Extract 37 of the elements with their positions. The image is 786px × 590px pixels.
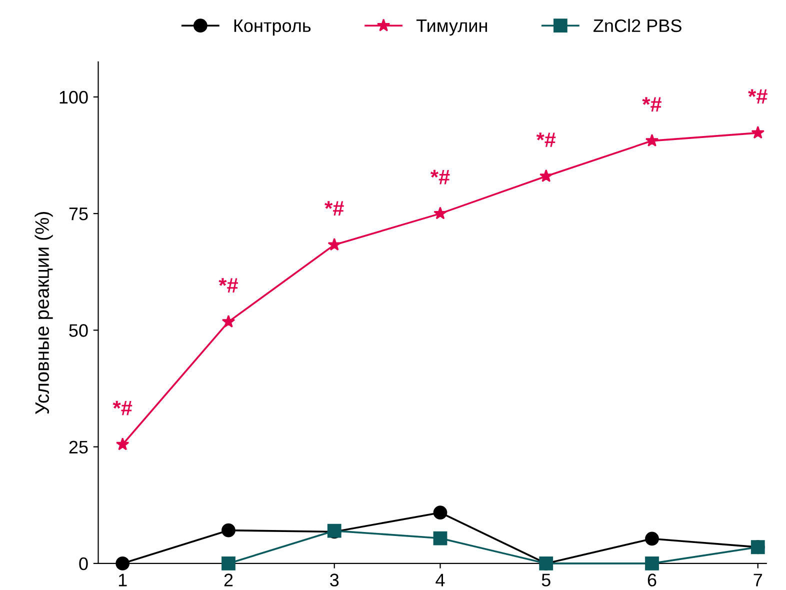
x-tick-label: 5 <box>542 574 550 586</box>
x-tick-label: 7 <box>754 574 762 586</box>
point <box>645 134 659 147</box>
annotation: *# <box>748 89 768 104</box>
point <box>116 438 130 450</box>
y-tick-label: 100 <box>60 90 88 104</box>
x-tick-label: 6 <box>648 574 656 586</box>
y-tick-label: 25 <box>69 440 88 454</box>
y-tick-label: 50 <box>69 324 88 337</box>
legend-label: ZnCl2 PBS <box>594 18 682 32</box>
point <box>433 506 448 520</box>
y-axis-title: Условные реакции (%) <box>34 212 53 414</box>
point <box>222 556 236 570</box>
point <box>434 206 447 220</box>
x-tick-label: 3 <box>330 574 339 586</box>
x-tick-label: 1 <box>118 574 127 586</box>
annotation: *# <box>324 201 344 216</box>
annotation: *# <box>112 400 132 416</box>
annotation: *# <box>642 97 662 112</box>
point <box>645 532 659 546</box>
point <box>116 556 130 570</box>
point <box>222 523 236 538</box>
point <box>645 556 659 570</box>
annotation: *# <box>430 170 450 184</box>
legend-label: Контроль <box>234 20 311 36</box>
point <box>433 531 448 546</box>
point <box>328 238 341 251</box>
x-tick-label: 2 <box>224 574 233 586</box>
annotation: *# <box>218 278 238 292</box>
point <box>222 314 236 328</box>
y-tick-label: 0 <box>79 557 88 570</box>
y-tick-label: 75 <box>69 208 88 220</box>
point <box>751 126 765 139</box>
legend-label: Тимулин <box>416 20 487 36</box>
x-tick-label: 4 <box>436 574 445 586</box>
annotation: *# <box>536 132 556 147</box>
point <box>539 169 553 182</box>
